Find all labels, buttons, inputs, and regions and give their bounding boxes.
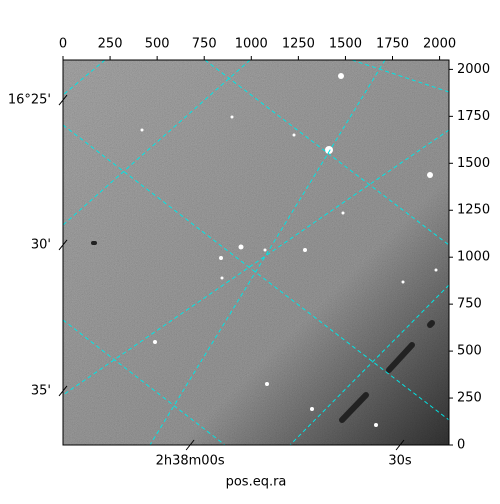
x-tick-label: 500	[145, 37, 170, 52]
x-tick-label: 1000	[235, 37, 268, 52]
y-tick-label: 2000	[457, 62, 490, 77]
frame	[62, 59, 450, 446]
grid-line	[63, 129, 449, 396]
x-tick-label: 1750	[376, 37, 409, 52]
ra-tick-label: 30s	[388, 454, 412, 469]
y-tick-label: 250	[457, 391, 482, 406]
y-tick-label: 500	[457, 344, 482, 359]
ra-tick	[185, 439, 195, 451]
y-tick-label: 1750	[457, 109, 490, 124]
y-tick-label: 1500	[457, 156, 490, 171]
grid-line	[63, 124, 449, 421]
grid-line	[204, 60, 449, 246]
dec-tick	[58, 385, 68, 397]
x-tick-label: 1250	[282, 37, 315, 52]
y-tick-label: 0	[457, 438, 465, 453]
dec-tick	[58, 239, 68, 251]
grid-line	[63, 319, 226, 445]
image	[63, 60, 449, 445]
dec-tick-label: 30'	[31, 237, 51, 252]
dec-tick-label: 35'	[31, 383, 51, 398]
dec-tick	[58, 94, 68, 106]
dec-tick-label: 16°25'	[8, 93, 51, 108]
ra-tick	[395, 439, 405, 451]
grid-line	[63, 60, 106, 96]
grid-line	[351, 60, 449, 93]
x-tick-label: 1500	[329, 37, 362, 52]
x-tick-label: 0	[59, 37, 67, 52]
y-tick-label: 1000	[457, 250, 490, 265]
y-tick-label: 1250	[457, 203, 490, 218]
grid-line	[289, 284, 449, 445]
y-tick-label: 750	[457, 297, 482, 312]
x-tick-label: 250	[98, 37, 123, 52]
x-tick-label: 750	[192, 37, 217, 52]
x-tick-label: 2000	[423, 37, 456, 52]
grid-line	[149, 60, 386, 445]
ra-tick-label: 2h38m00s	[156, 454, 225, 469]
x-axis-label: pos.eq.ra	[226, 475, 287, 490]
